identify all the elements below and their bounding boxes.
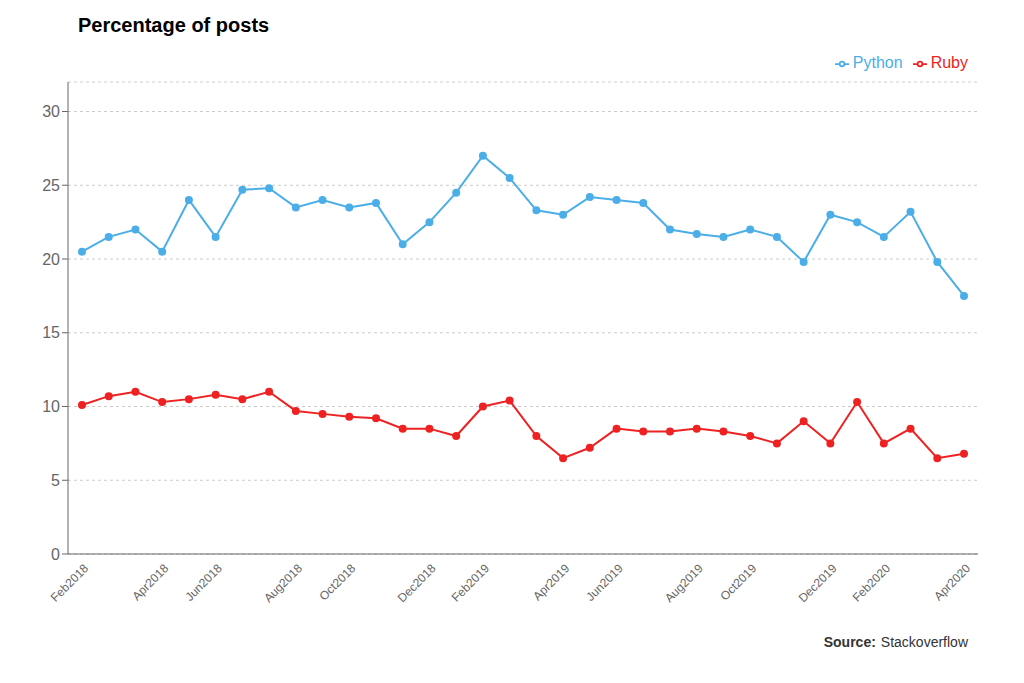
svg-text:Oct2018: Oct2018 [316,561,358,603]
svg-text:Feb2019: Feb2019 [449,561,493,605]
html-text:Python: Python [852,54,903,71]
svg-text:Dec2018: Dec2018 [395,561,439,605]
svg-text:Feb2018: Feb2018 [48,561,92,605]
svg-text:Apr2020: Apr2020 [931,561,973,603]
svg-text:25: 25 [42,177,60,194]
svg-text:Jun2018: Jun2018 [182,561,225,604]
svg-text:15: 15 [42,324,60,341]
html-text:Percentage of posts: Percentage of posts [78,14,270,36]
svg-text:Apr2018: Apr2018 [129,561,171,603]
svg-text:10: 10 [42,398,60,415]
svg-text:20: 20 [42,251,60,268]
svg-text:5: 5 [51,472,60,489]
svg-text:Apr2019: Apr2019 [530,561,572,603]
html-text:Source: Stackoverflow: Source: Stackoverflow [823,634,968,650]
svg-text:Oct2019: Oct2019 [717,561,759,603]
svg-text:0: 0 [51,546,60,563]
svg-text:Aug2018: Aug2018 [261,561,305,605]
svg-text:Feb2020: Feb2020 [850,561,894,605]
html-text:Ruby: Ruby [930,54,968,71]
svg-text:Aug2019: Aug2019 [662,561,706,605]
svg-text:Jun2019: Jun2019 [583,561,626,604]
svg-text:Dec2019: Dec2019 [796,561,840,605]
svg-text:30: 30 [42,103,60,120]
